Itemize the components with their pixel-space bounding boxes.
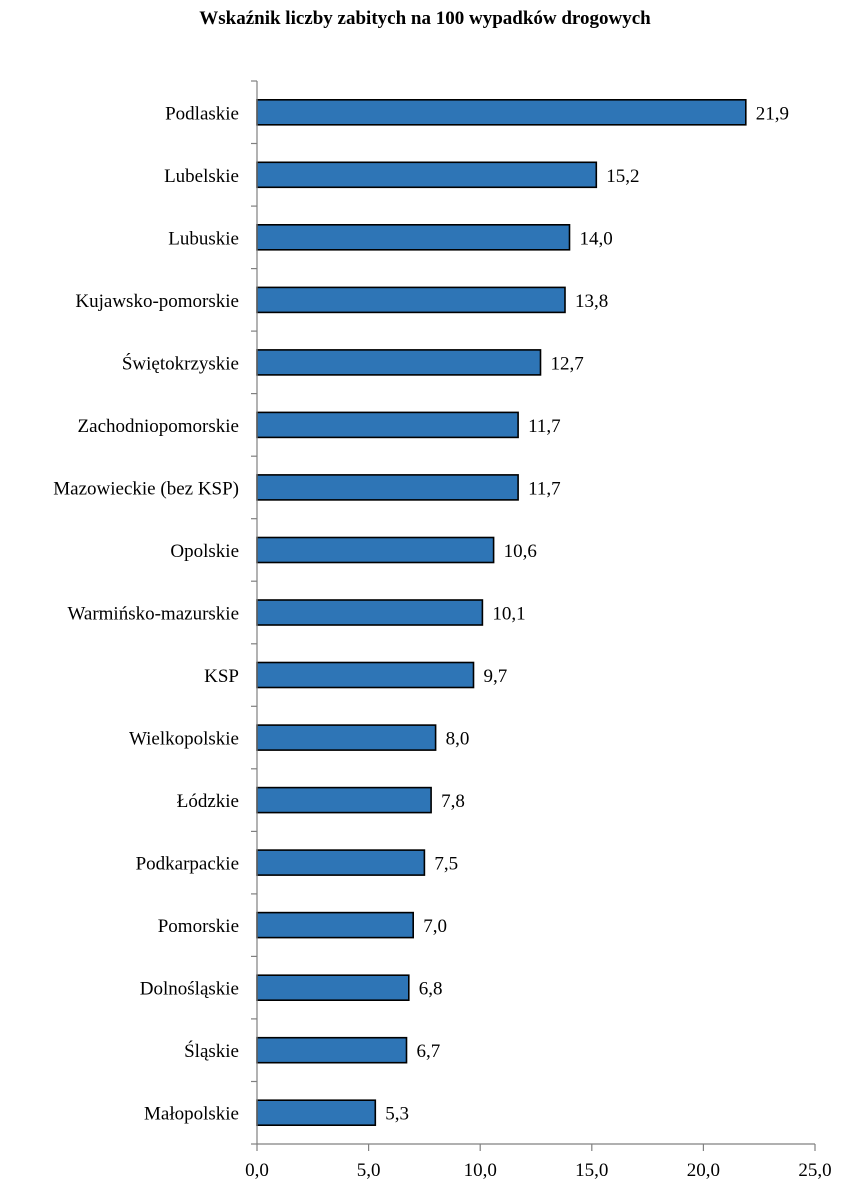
category-label: Dolnośląskie [140,979,239,1000]
x-tick-label: 10,0 [464,1160,497,1181]
value-label: 13,8 [575,291,608,312]
category-label: Pomorskie [158,916,239,937]
value-label: 10,1 [492,604,525,625]
value-label: 8,0 [446,729,470,750]
value-label: 21,9 [756,103,789,124]
bar [256,224,571,251]
bar [256,911,414,939]
bar [256,161,598,189]
axes-layer [251,80,816,1151]
bars-layer [256,99,747,1126]
category-label: Lubuskie [168,228,239,249]
value-label: 6,8 [419,979,443,1000]
category-label: Wielkopolskie [129,729,239,750]
x-tick-label: 0,0 [245,1160,269,1181]
bar [256,599,484,626]
bar [256,474,519,501]
bar [256,849,426,876]
category-label: Śląskie [184,1040,239,1062]
value-label: 10,6 [504,541,537,562]
category-label: Łódzkie [177,791,239,812]
x-tick-label: 15,0 [575,1160,608,1181]
category-label: Opolskie [170,541,239,562]
value-label: 11,7 [528,478,561,499]
category-label: Mazowieckie (bez KSP) [53,478,239,499]
bar [256,286,566,314]
bar [256,974,410,1002]
bar [256,724,437,751]
value-label: 7,8 [441,791,465,812]
bar [256,349,542,376]
category-label: Zachodniopomorskie [78,416,239,437]
category-label: Podkarpackie [136,854,239,875]
value-label: 5,3 [385,1104,409,1125]
category-label: Lubelskie [164,166,239,187]
labels-layer: Podlaskie 21,9 Lubelskie 15,2 Lubuskie 14,0 Ku… [53,103,831,1181]
value-label: 15,2 [606,166,639,187]
category-label: KSP [204,666,239,687]
bar [256,661,475,689]
value-label: 9,7 [484,666,508,687]
category-label: Świętokrzyskie [122,352,239,374]
value-label: 14,0 [580,228,613,249]
value-label: 6,7 [417,1041,441,1062]
category-label: Małopolskie [144,1104,239,1125]
value-label: 11,7 [528,416,561,437]
bar [256,99,747,126]
bar [256,1099,377,1126]
bar [256,1036,408,1064]
value-label: 7,5 [434,854,458,875]
x-tick-label: 20,0 [687,1160,720,1181]
bar [256,786,432,814]
value-label: 12,7 [551,353,584,374]
bar [256,536,495,564]
x-tick-label: 5,0 [357,1160,381,1181]
category-label: Kujawsko-pomorskie [75,291,239,312]
bar [256,411,519,439]
chart-title: Wskaźnik liczby zabitych na 100 wypadków… [199,8,651,29]
x-tick-label: 25,0 [798,1160,831,1181]
value-label: 7,0 [423,916,447,937]
category-label: Warmińsko-mazurskie [67,604,239,625]
category-label: Podlaskie [165,103,239,124]
